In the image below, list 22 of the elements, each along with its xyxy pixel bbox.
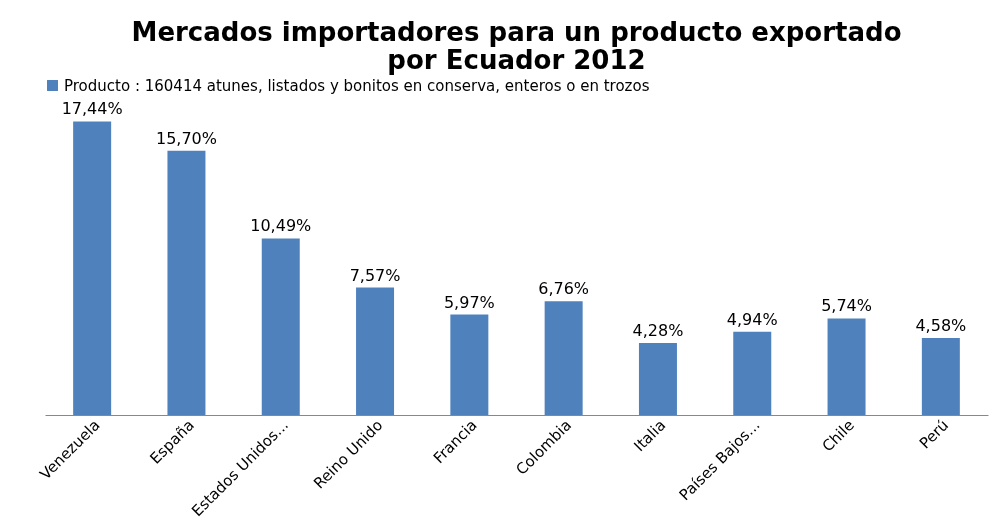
data-label: 10,49% bbox=[250, 216, 312, 236]
legend-label: Producto : 160414 atunes, listados y bonitos en conserva, enteros o en trozos bbox=[64, 76, 650, 95]
bar bbox=[544, 301, 583, 415]
bar bbox=[261, 238, 300, 415]
data-label: 4,28% bbox=[632, 320, 684, 340]
bar bbox=[356, 287, 395, 415]
data-label: 7,57% bbox=[349, 265, 401, 285]
data-label: 5,97% bbox=[443, 292, 495, 312]
bar bbox=[73, 121, 112, 415]
bar bbox=[827, 318, 866, 415]
data-label: 4,58% bbox=[915, 315, 967, 335]
bar bbox=[167, 150, 206, 415]
chart-title: Mercados importadores para un producto exportado por Ecuador 2012 bbox=[131, 17, 902, 75]
data-label: 17,44% bbox=[61, 99, 123, 119]
data-label: 15,70% bbox=[155, 128, 217, 148]
data-label: 6,76% bbox=[538, 279, 590, 299]
bar bbox=[921, 337, 960, 415]
bar bbox=[733, 331, 772, 415]
data-label: 5,74% bbox=[821, 296, 872, 316]
bar bbox=[450, 314, 489, 415]
data-label: 4,94% bbox=[726, 309, 778, 329]
bar bbox=[638, 342, 677, 415]
